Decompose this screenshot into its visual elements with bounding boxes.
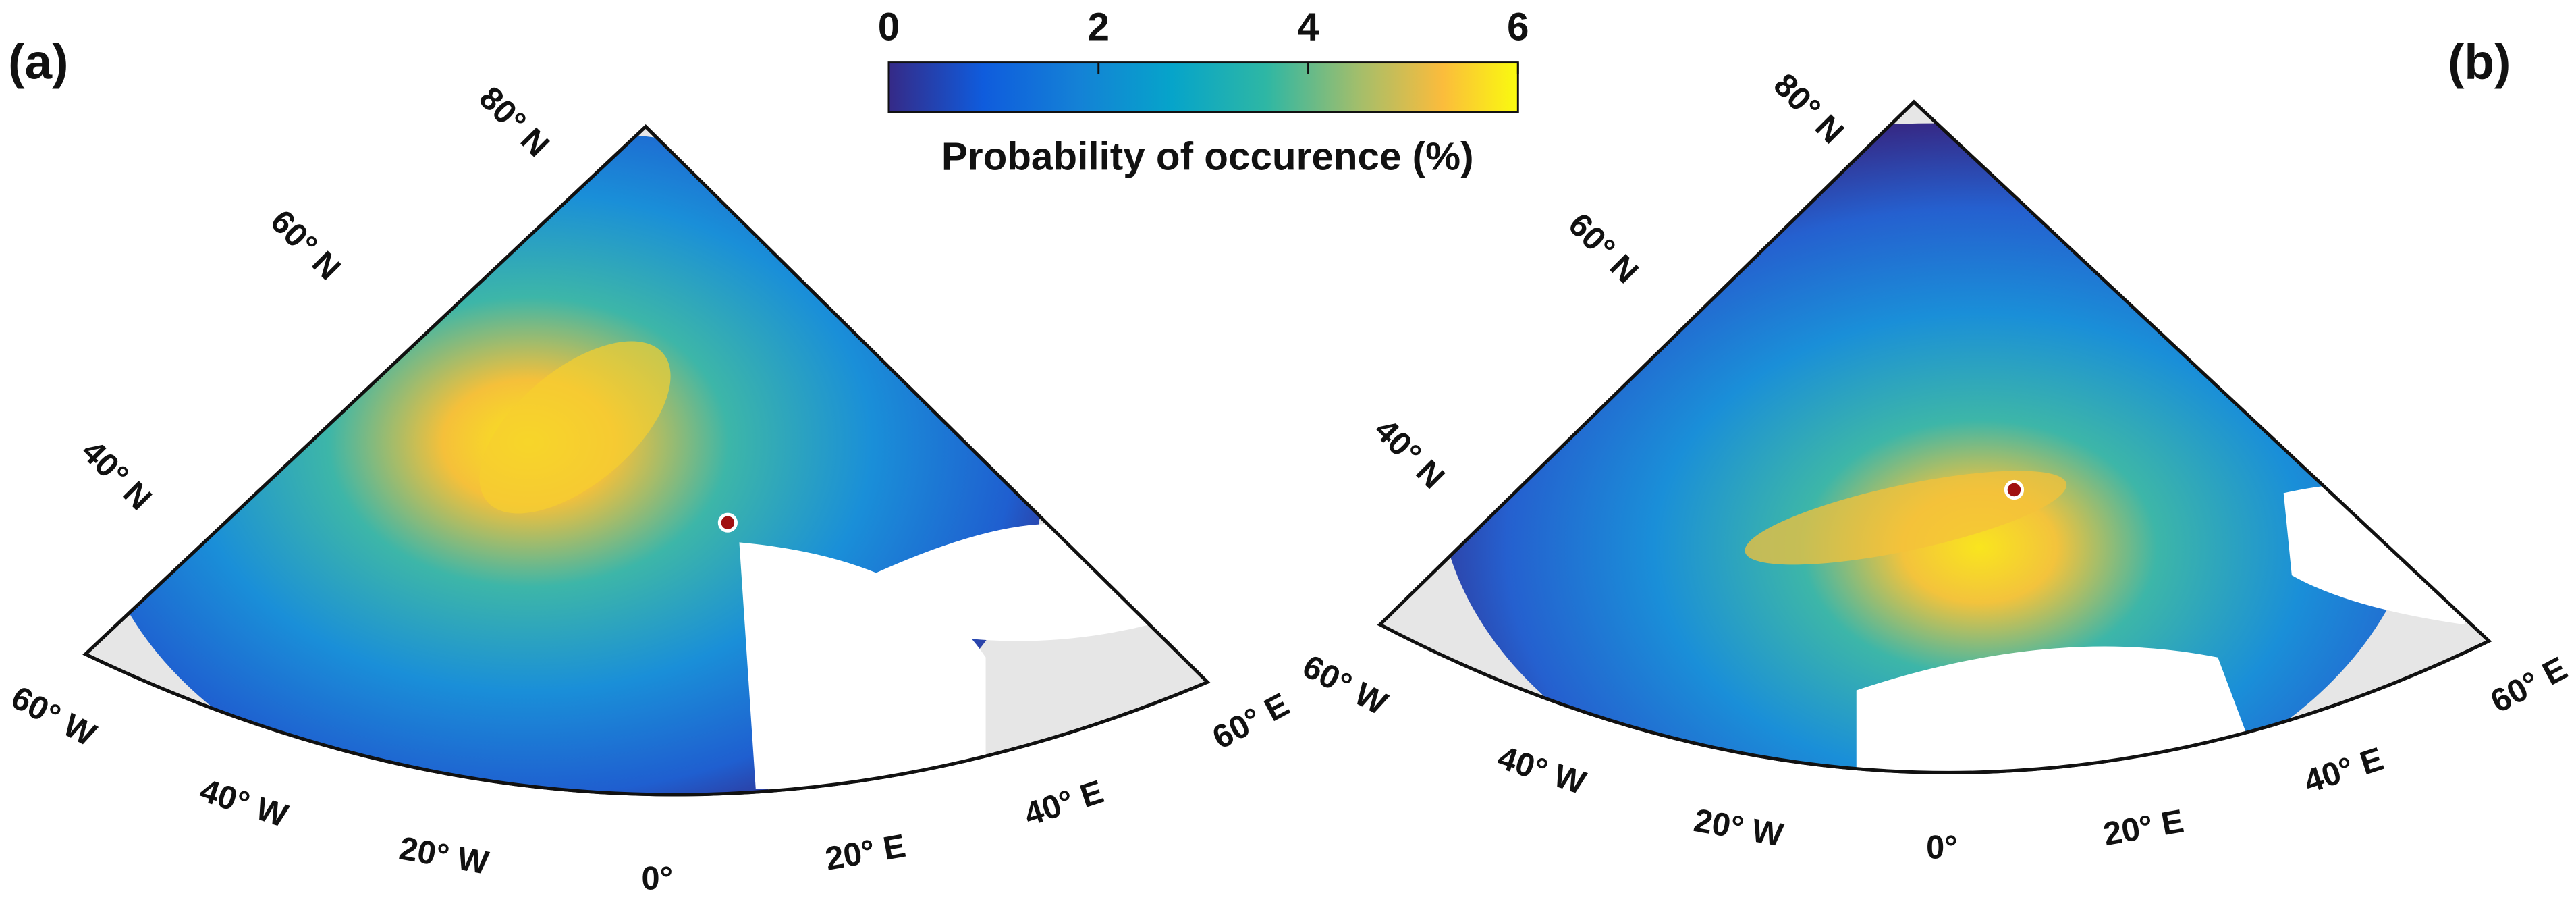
heatmap-peak [1745,471,2067,565]
site-marker [2004,479,2025,500]
longitude-label: 40° W [1493,739,1590,801]
latitude-label: 60° N [1561,207,1645,291]
colorbar-tick-label: 0 [878,5,900,49]
longitude-label: 60° E [2485,650,2573,720]
colorbar-tick-label: 6 [1507,5,1529,49]
colorbar [887,61,1519,113]
longitude-label: 20° W [1691,802,1786,853]
panel-label: (b) [2448,35,2511,90]
longitude-label: 60° W [1296,648,1393,722]
latitude-label: 40° N [74,433,159,517]
latitude-label: 60° N [263,203,348,288]
longitude-label: 20° E [2101,803,2187,853]
longitude-label: 40° E [1020,774,1107,833]
map-border [1377,99,2492,774]
colorbar-label: Probability of occurence (%) [941,135,1474,179]
longitude-label: 40° E [2300,741,2388,800]
latitude-label: 40° N [1367,412,1452,496]
latitude-label: 80° N [1767,67,1851,151]
longitude-label: 40° W [196,772,292,834]
longitude-label: 60° W [5,679,102,753]
site-marker [717,512,738,533]
map-panel-b [1377,99,2492,774]
longitude-label: 20° W [397,830,491,882]
map-panel-a [82,124,1211,797]
colorbar-tick-label: 2 [1088,5,1109,49]
longitude-label: 20° E [823,828,908,878]
longitude-label: 60° E [1207,686,1295,756]
latitude-label: 80° N [472,80,556,164]
longitude-label: 0° [1926,829,1958,866]
heatmap-peak [479,341,671,514]
map-border [82,124,1211,797]
panel-label: (a) [8,35,68,90]
colorbar-tick-label: 4 [1297,5,1319,49]
longitude-label: 0° [641,861,673,897]
